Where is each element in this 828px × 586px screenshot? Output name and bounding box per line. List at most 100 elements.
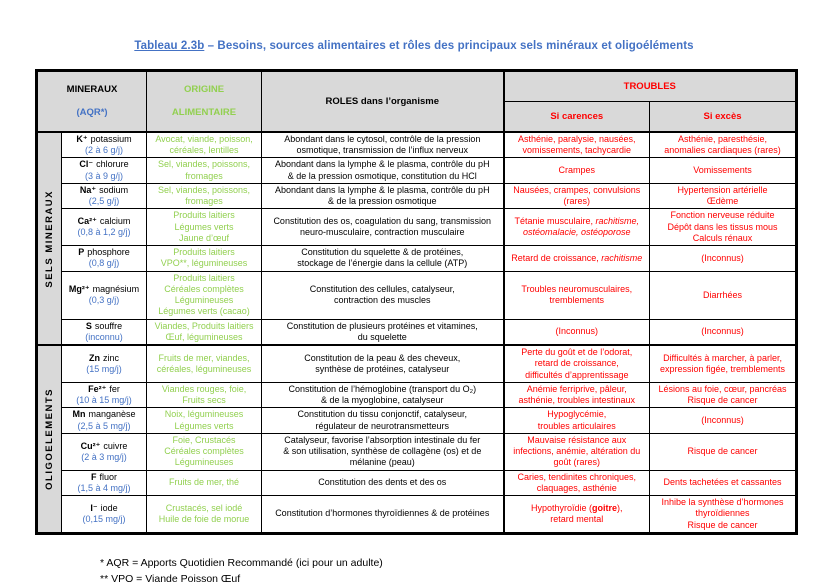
element-name: zinc: [103, 352, 120, 363]
section-label-0: SELS MINERAUX: [36, 130, 62, 346]
mineral-cell: Cl⁻ chlorure (3 à 9 g/j): [60, 157, 148, 184]
deficiency-cell: Nausées, crampes, convulsions (rares): [502, 182, 651, 210]
element-symbol: S: [85, 320, 92, 331]
role-cell: Constitution des cellules, catalyseur, c…: [261, 270, 505, 320]
table-title-reference: Tableau 2.3b: [134, 40, 205, 52]
footnote-vpo: ** VPO = Viande Poisson Œuf: [100, 573, 241, 586]
origin-cell: Sel, viandes, poissons, fromages: [146, 157, 263, 184]
element-name: cuivre: [103, 440, 128, 451]
excess-cell: (Inconnus): [649, 318, 798, 346]
role-cell: Catalyseur, favorise l’absorption intest…: [261, 432, 505, 471]
row-magnésium: Mg²⁺ magnésium (0,3 g/j) Produits laitiers …: [37, 270, 798, 320]
role-cell: Constitution d’hormones thyroïdiennes & …: [261, 495, 505, 534]
element-aqr: (15 mg/j): [86, 364, 122, 375]
mineral-cell: Mg²⁺ magnésium (0,3 g/j): [60, 270, 148, 320]
element-symbol: Ca²⁺: [77, 216, 97, 227]
excess-cell: Hypertension artérielle Œdème: [649, 182, 798, 210]
element-aqr: (2 à 6 g/j): [84, 145, 124, 156]
role-cell: Constitution de l’hémoglobine (transport…: [261, 381, 505, 409]
header-minerals-label: MINERAUX: [66, 84, 118, 96]
role-cell: Abondant dans le cytosol, contrôle de la…: [261, 130, 505, 159]
element-symbol: Zn: [89, 352, 100, 363]
footnote-aqr: * AQR = Apports Quotidien Recommandé (ic…: [100, 556, 383, 569]
mineral-cell: Fe²⁺ fer (10 à 15 mg/j): [60, 381, 148, 409]
role-cell: Abondant dans la lymphe & le plasma, con…: [261, 182, 505, 210]
role-cell: Abondant dans la lymphe & le plasma, con…: [261, 157, 505, 184]
header-origin: ORIGINE ALIMENTAIRE: [146, 69, 263, 133]
element-symbol: Mn: [72, 409, 86, 420]
excess-cell: Asthénie, paresthésie, anomalies cardiaq…: [649, 130, 798, 159]
element-aqr: (0,3 g/j): [88, 295, 120, 306]
minerals-table: MINERAUX (AQR*) ORIGINE ALIMENTAIRE ROLE…: [35, 69, 799, 535]
header-troubles: TROUBLES: [502, 69, 798, 103]
deficiency-cell: (Inconnus): [502, 318, 651, 346]
excess-cell: Diarrhées: [649, 270, 798, 320]
origin-cell: Fruits de mer, thé: [146, 469, 263, 497]
element-name: souffre: [94, 320, 123, 331]
section-label-text: OLIGOELEMENTS: [43, 388, 55, 490]
header-deficiency: Si carences: [502, 101, 651, 133]
section-label-1: OLIGOELEMENTS: [36, 344, 62, 534]
element-aqr: (10 à 15 mg/j): [76, 395, 132, 406]
excess-cell: Risque de cancer: [649, 432, 798, 471]
row-calcium: Ca²⁺ calcium (0,8 à 1,2 g/j) Produits laiti…: [37, 208, 798, 247]
footnotes: * AQR = Apports Quotidien Recommandé (ic…: [100, 555, 828, 586]
deficiency-cell: Anémie ferriprive, pâleur, asthénie, tro…: [502, 381, 651, 409]
element-aqr: (1,5 à 4 mg/j): [77, 482, 131, 493]
element-symbol: Cu²⁺: [80, 440, 101, 451]
element-aqr: (inconnu): [85, 331, 123, 342]
section-label-text: SELS MINERAUX: [43, 189, 55, 288]
role-cell: Constitution des dents et des os: [261, 469, 505, 497]
element-name: potassium: [90, 133, 132, 144]
table-title-text: – Besoins, sources alimentaires et rôles…: [204, 40, 694, 52]
row-zinc: OLIGOELEMENTS Zn zinc (15 mg/j) Fruits de me…: [36, 344, 798, 534]
excess-cell: Lésions au foie, cœur, pancréas Risque d…: [649, 381, 798, 409]
header-minerals: MINERAUX (AQR*): [35, 69, 148, 133]
origin-cell: Produits laitiers Légumes verts Jaune d’…: [146, 208, 263, 247]
element-symbol: P: [78, 247, 85, 258]
mineral-cell: Na⁺ sodium (2,5 g/j): [60, 182, 148, 210]
element-symbol: Fe²⁺: [88, 383, 107, 394]
element-symbol: F: [91, 471, 97, 482]
origin-cell: Sel, viandes, poissons, fromages: [146, 182, 263, 210]
element-symbol: Na⁺: [79, 184, 97, 195]
element-name: fer: [109, 383, 120, 394]
element-name: calcium: [99, 216, 131, 227]
excess-cell: Dents tachetées et cassantes: [649, 469, 798, 497]
element-aqr: (2,5 g/j): [88, 196, 120, 207]
header-aqr-label: (AQR*): [76, 107, 108, 119]
element-aqr: (0,15 mg/j): [82, 514, 126, 525]
header-origin-line1: ORIGINE: [183, 84, 225, 96]
element-aqr: (3 à 9 g/j): [84, 170, 124, 181]
row-potassium: SELS MINERAUX K⁺ potassium (2 à 6 g/j) Avoca…: [36, 130, 798, 346]
element-name: chlorure: [96, 159, 129, 170]
role-cell: Constitution de la peau & des cheveux, s…: [261, 344, 505, 383]
deficiency-cell: Mauvaise résistance aux infections, aném…: [502, 432, 651, 471]
element-aqr: (0,8 à 1,2 g/j): [77, 227, 131, 238]
mineral-cell: I⁻ iode (0,15 mg/j): [60, 495, 148, 534]
role-cell: Constitution du squelette & de protéines…: [261, 245, 505, 272]
header-roles: ROLES dans l’organisme: [261, 69, 505, 133]
origin-cell: Foie, Crustacés Céréales complètes Légum…: [146, 432, 263, 471]
table-header: MINERAUX (AQR*) ORIGINE ALIMENTAIRE ROLE…: [35, 69, 798, 133]
excess-cell: (Inconnus): [649, 407, 798, 434]
deficiency-cell: Caries, tendinites chroniques, claquages…: [502, 469, 651, 497]
deficiency-cell: Troubles neuromusculaires, tremblements: [502, 270, 651, 320]
element-name: manganèse: [88, 409, 136, 420]
role-cell: Constitution des os, coagulation du sang…: [261, 208, 505, 247]
excess-cell: Fonction nerveuse réduite Dépôt dans les…: [649, 208, 798, 247]
element-name: sodium: [99, 184, 129, 195]
header-excess: Si excès: [649, 101, 798, 133]
element-symbol: Cl⁻: [79, 159, 94, 170]
origin-cell: Avocat, viande, poisson, céréales, lenti…: [146, 130, 263, 159]
deficiency-cell: Perte du goût et de l’odorat, retard de …: [502, 344, 651, 383]
element-name: fluor: [99, 471, 118, 482]
excess-cell: Vomissements: [649, 157, 798, 184]
table-body: SELS MINERAUX K⁺ potassium (2 à 6 g/j) Avoca…: [36, 130, 798, 534]
deficiency-cell: Retard de croissance, rachitisme: [502, 245, 651, 272]
